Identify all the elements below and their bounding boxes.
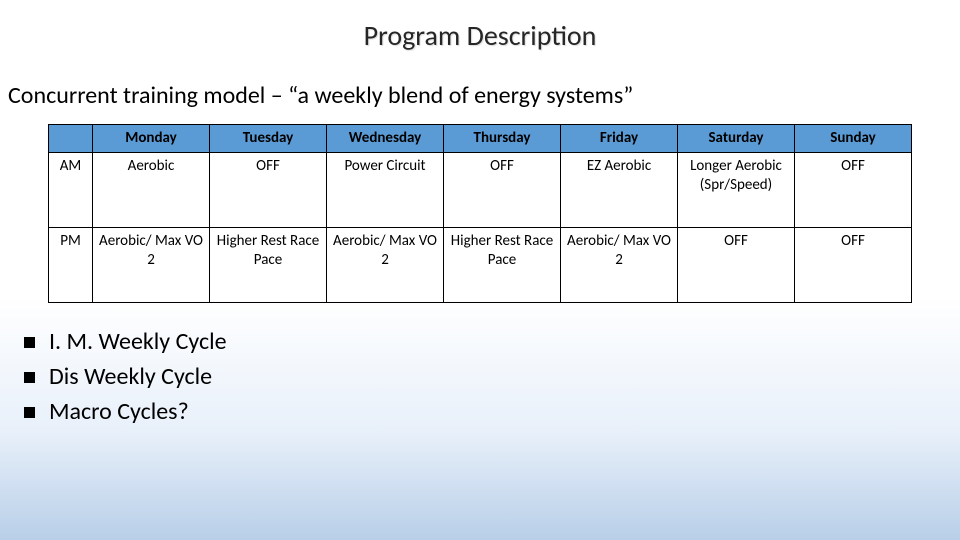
col-header-saturday: Saturday	[678, 125, 795, 153]
cell-am-wed: Power Circuit	[327, 152, 444, 227]
col-header-tuesday: Tuesday	[210, 125, 327, 153]
cell-am-tue: OFF	[210, 152, 327, 227]
slide: Program Description Concurrent training …	[0, 0, 960, 540]
table-row: AM Aerobic OFF Power Circuit OFF EZ Aero…	[49, 152, 912, 227]
bullet-square-icon	[24, 372, 35, 383]
cell-am-sat: Longer Aerobic (Spr/Speed)	[678, 152, 795, 227]
cell-pm-sat: OFF	[678, 227, 795, 302]
table-row: PM Aerobic/ Max VO 2 Higher Rest Race Pa…	[49, 227, 912, 302]
training-table-wrap: Monday Tuesday Wednesday Thursday Friday…	[0, 110, 960, 303]
col-header-monday: Monday	[93, 125, 210, 153]
cell-pm-thu: Higher Rest Race Pace	[444, 227, 561, 302]
bullet-list: I. M. Weekly Cycle Dis Weekly Cycle Macr…	[0, 303, 960, 426]
training-table: Monday Tuesday Wednesday Thursday Friday…	[48, 124, 912, 303]
list-item: Macro Cycles?	[24, 397, 960, 426]
col-header-wednesday: Wednesday	[327, 125, 444, 153]
cell-pm-tue: Higher Rest Race Pace	[210, 227, 327, 302]
col-header-friday: Friday	[561, 125, 678, 153]
cell-am-fri: EZ Aerobic	[561, 152, 678, 227]
bullet-text: Macro Cycles?	[49, 397, 189, 426]
row-label-am: AM	[49, 152, 93, 227]
list-item: I. M. Weekly Cycle	[24, 327, 960, 356]
cell-am-sun: OFF	[795, 152, 912, 227]
table-header-row: Monday Tuesday Wednesday Thursday Friday…	[49, 125, 912, 153]
col-header-sunday: Sunday	[795, 125, 912, 153]
table-corner-cell	[49, 125, 93, 153]
row-label-pm: PM	[49, 227, 93, 302]
cell-pm-wed: Aerobic/ Max VO 2	[327, 227, 444, 302]
bullet-square-icon	[24, 337, 35, 348]
subtitle: Concurrent training model – “a weekly bl…	[0, 53, 960, 110]
cell-pm-fri: Aerobic/ Max VO 2	[561, 227, 678, 302]
bullet-text: I. M. Weekly Cycle	[49, 327, 227, 356]
list-item: Dis Weekly Cycle	[24, 362, 960, 391]
cell-am-thu: OFF	[444, 152, 561, 227]
page-title: Program Description	[0, 0, 960, 53]
cell-am-mon: Aerobic	[93, 152, 210, 227]
bullet-text: Dis Weekly Cycle	[49, 362, 212, 391]
col-header-thursday: Thursday	[444, 125, 561, 153]
bullet-square-icon	[24, 407, 35, 418]
cell-pm-mon: Aerobic/ Max VO 2	[93, 227, 210, 302]
cell-pm-sun: OFF	[795, 227, 912, 302]
